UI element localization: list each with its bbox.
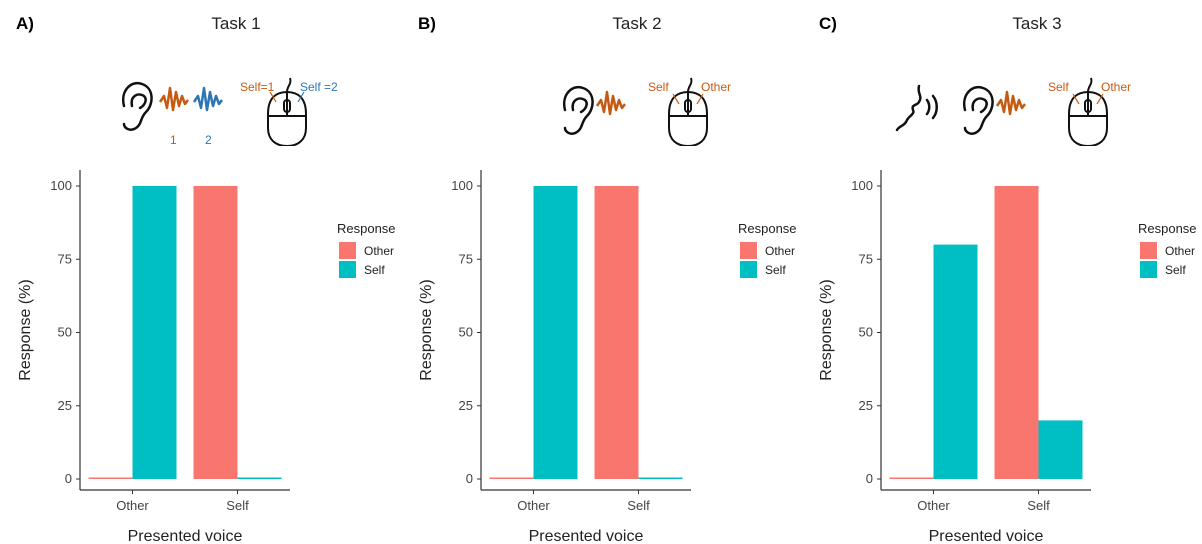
blue-soundwave-icon [192,86,223,112]
panel-task-3: C) Task 3 Self Other 0 25 50 75 100 Other Self… [801,0,1201,544]
bar-other-self [594,186,639,479]
legend-title: Response [1138,221,1197,236]
panel-letter: C) [819,14,837,33]
wave-1-label: 1 [170,133,177,146]
left-button-label: Self [1048,80,1069,94]
bar-self-other [132,186,177,479]
x-tick-label: Other [517,498,550,513]
legend-swatch-other [1140,242,1157,259]
task-1-icons: 1 2 Self=1 Self =2 [121,77,338,146]
bar-self-self [638,477,683,479]
legend-label-other: Other [765,244,795,258]
legend-swatch-other [339,242,356,259]
bar-self-other [533,186,578,479]
panel-letter: B) [418,14,436,33]
computer-mouse-icon [668,77,708,146]
y-axis-title: Response (%) [818,279,835,380]
x-tick-label: Self [1027,498,1050,513]
panel-letter: A) [16,14,34,33]
x-axis-title: Presented voice [929,528,1044,544]
panel-task-2: B) Task 2 Self Other 0 25 50 75 100 Other Self… [401,0,801,544]
right-button-label: Self =2 [300,80,338,94]
computer-mouse-icon [1068,77,1108,146]
y-axis-title: Response (%) [418,279,435,380]
x-tick-label: Self [226,498,249,513]
right-button-label: Other [701,80,731,94]
panel-title: Task 3 [1012,14,1062,33]
legend-swatch-self [740,261,757,278]
computer-mouse-icon [267,77,307,146]
bar-self-other [933,244,978,479]
wave-2-label: 2 [205,133,212,146]
x-tick-label: Self [627,498,650,513]
y-tick-label: 25 [58,398,72,413]
ear-icon [562,85,594,135]
y-tick-label: 50 [859,325,873,340]
bar-other-other [889,477,934,479]
y-tick-label: 50 [459,325,473,340]
y-tick-label: 75 [459,251,473,266]
legend-title: Response [337,221,396,236]
legend-swatch-self [1140,261,1157,278]
task-2-icons: Self Other [562,77,731,146]
legend-label-self: Self [364,263,385,277]
legend-title: Response [738,221,797,236]
y-tick-label: 0 [65,471,72,486]
y-tick-label: 0 [866,471,873,486]
x-tick-label: Other [917,498,950,513]
y-tick-label: 25 [859,398,873,413]
panel-title: Task 2 [612,14,662,33]
legend-swatch-self [339,261,356,278]
chart: 0 25 50 75 100 Other Self Presented voice Respon… [818,170,1197,544]
panel-task-1: A) Task 1 1 2 Self=1 Self =2 0 25 50 75 100 O… [0,0,400,544]
left-button-label: Self=1 [240,80,275,94]
orange-soundwave-icon [995,90,1026,116]
x-axis-title: Presented voice [529,528,644,544]
x-axis-title: Presented voice [128,528,243,544]
bar-other-self [193,186,238,479]
y-axis-title: Response (%) [17,279,34,380]
y-tick-label: 25 [459,398,473,413]
x-tick-label: Other [116,498,149,513]
y-tick-label: 0 [466,471,473,486]
speaking-face-icon [895,84,938,132]
y-tick-label: 100 [851,178,873,193]
chart: 0 25 50 75 100 Other Self Presented voice Respon… [17,170,396,544]
task-3-icons: Self Other [895,77,1131,146]
y-tick-label: 50 [58,325,72,340]
bar-other-self [994,186,1039,479]
y-tick-label: 100 [50,178,72,193]
y-tick-label: 75 [58,251,72,266]
bar-self-self [237,477,282,479]
right-button-label: Other [1101,80,1131,94]
bar-self-self [1038,420,1083,479]
orange-soundwave-icon [158,86,189,112]
y-tick-label: 75 [859,251,873,266]
orange-soundwave-icon [595,90,626,116]
bar-other-other [88,477,133,479]
legend-label-other: Other [364,244,394,258]
bar-other-other [489,477,534,479]
ear-icon [121,81,153,131]
y-tick-label: 100 [451,178,473,193]
chart: 0 25 50 75 100 Other Self Presented voice Respon… [418,170,797,544]
panel-title: Task 1 [211,14,261,33]
legend-label-self: Self [765,263,786,277]
left-button-label: Self [648,80,669,94]
legend-swatch-other [740,242,757,259]
ear-icon [962,85,994,135]
legend-label-other: Other [1165,244,1195,258]
legend-label-self: Self [1165,263,1186,277]
